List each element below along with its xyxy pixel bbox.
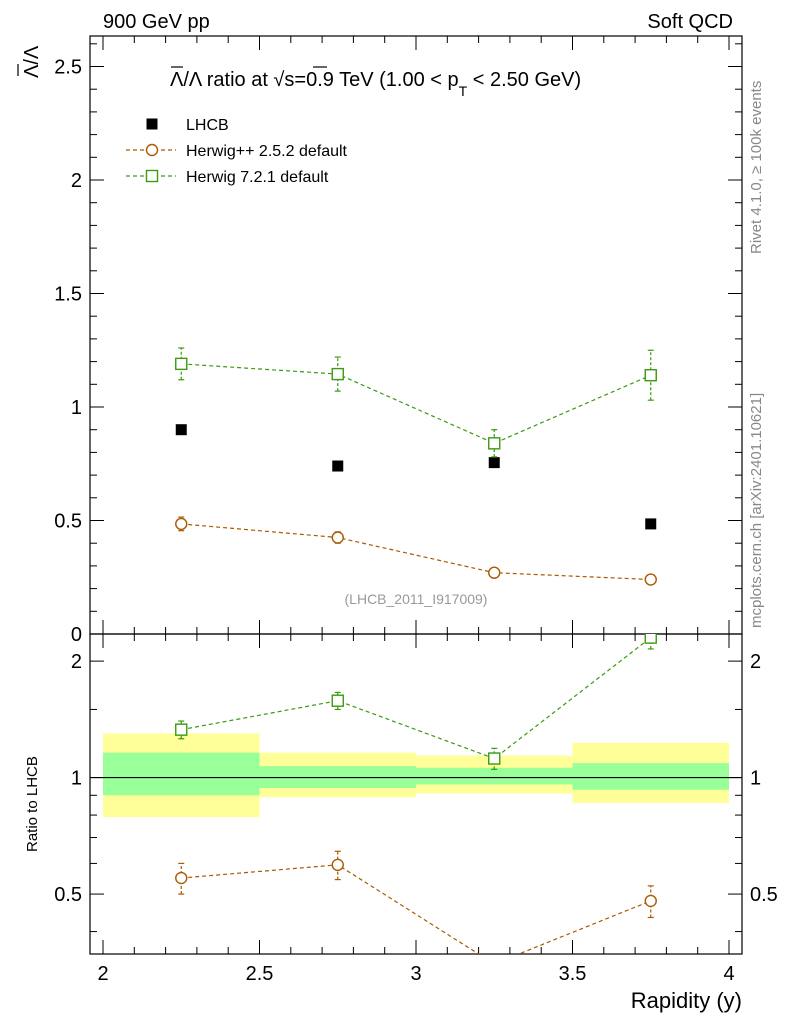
chart-title: Λ/Λ ratio at √s=0.9 TeV (1.00 < pT < 2.5… <box>170 69 581 99</box>
data-point-1 <box>331 531 344 544</box>
ratio-point <box>488 752 501 765</box>
ratio-y-tick-label: 2 <box>71 651 82 673</box>
band-green <box>416 767 573 785</box>
data-point-0 <box>175 424 187 436</box>
ratio-y-tick-label-right: 2 <box>750 651 761 673</box>
ratio-y-tick-label-right: 0.5 <box>750 884 778 906</box>
legend-label: Herwig++ 2.5.2 default <box>186 143 348 160</box>
x-axis-label: Rapidity (y) <box>631 988 742 1013</box>
data-point-1 <box>644 573 657 586</box>
x-tick-label: 2 <box>97 963 108 985</box>
x-tick-label: 3 <box>410 963 421 985</box>
y-tick-label: 1 <box>71 397 82 419</box>
legend-label: Herwig 7.2.1 default <box>186 169 329 186</box>
series-line-1 <box>181 523 651 581</box>
data-point-2 <box>331 367 344 381</box>
ratio-point <box>175 723 188 736</box>
ratio-panel-series <box>175 634 657 954</box>
data-point-1 <box>175 517 188 531</box>
band-green <box>103 752 260 796</box>
title-main: Λ/Λ ratio at √s=0.9 TeV (1.00 < p <box>170 69 459 91</box>
x-tick-label: 2.5 <box>246 963 274 985</box>
header-right: Soft QCD <box>647 11 733 33</box>
y-tick-label: 2.5 <box>54 57 82 79</box>
y-tick-label: 1.5 <box>54 284 82 306</box>
ratio-point <box>331 858 344 872</box>
analysis-tag: (LHCB_2011_I917009) <box>345 591 488 607</box>
mcplots-label: mcplots.cern.ch [arXiv:2401.10621] <box>748 393 765 628</box>
ratio-point <box>644 634 657 644</box>
ratio-point <box>331 694 344 707</box>
ratio-y-axis-label: Ratio to LHCB <box>24 756 41 852</box>
y-axis-label: Λ/Λ <box>21 45 43 78</box>
title-tail: < 2.50 GeV) <box>467 69 581 91</box>
ratio-point <box>644 894 657 908</box>
legend-marker <box>146 118 158 130</box>
y-tick-label: 2 <box>71 170 82 192</box>
data-point-0 <box>488 457 500 469</box>
data-point-0 <box>332 460 344 472</box>
y-tick-label: 0.5 <box>54 511 82 533</box>
ratio-y-tick-label: 0.5 <box>54 884 82 906</box>
title-sub: T <box>459 83 468 99</box>
x-tick-label: 3.5 <box>559 963 587 985</box>
header-left: 900 GeV pp <box>103 11 210 33</box>
data-point-2 <box>644 369 657 382</box>
data-point-0 <box>645 518 657 530</box>
legend: LHCB Herwig++ 2.5.2 default Herwig 7.2.1 d… <box>126 117 348 186</box>
ratio-point <box>175 871 188 885</box>
ratio-y-tick-label-right: 1 <box>750 768 761 790</box>
legend-marker <box>145 143 159 157</box>
rivet-label: Rivet 4.1.0, ≥ 100k events <box>748 81 765 254</box>
legend-marker <box>145 169 159 183</box>
axis-ticks <box>90 36 742 954</box>
ratio-bands <box>103 733 729 818</box>
data-point-1 <box>488 566 501 579</box>
ratio-series-0 <box>175 850 657 954</box>
band-green <box>572 763 729 790</box>
ratio-line <box>181 637 652 760</box>
y-tick-label: 0 <box>71 624 82 646</box>
data-point-2 <box>175 357 188 371</box>
ratio-y-tick-label: 1 <box>71 768 82 790</box>
ratio-series-1 <box>175 634 657 770</box>
series-line-2 <box>181 363 651 444</box>
tick-labels: 2 2.5 3 3.5 4 0 0.5 1 1.5 2 2.5 0.5 0.5 1 1 2 2 <box>54 57 778 986</box>
x-tick-label: 4 <box>723 963 734 985</box>
legend-label: LHCB <box>186 117 229 134</box>
ratio-line <box>181 864 651 954</box>
data-point-2 <box>488 437 501 450</box>
main-panel-series <box>175 347 657 586</box>
